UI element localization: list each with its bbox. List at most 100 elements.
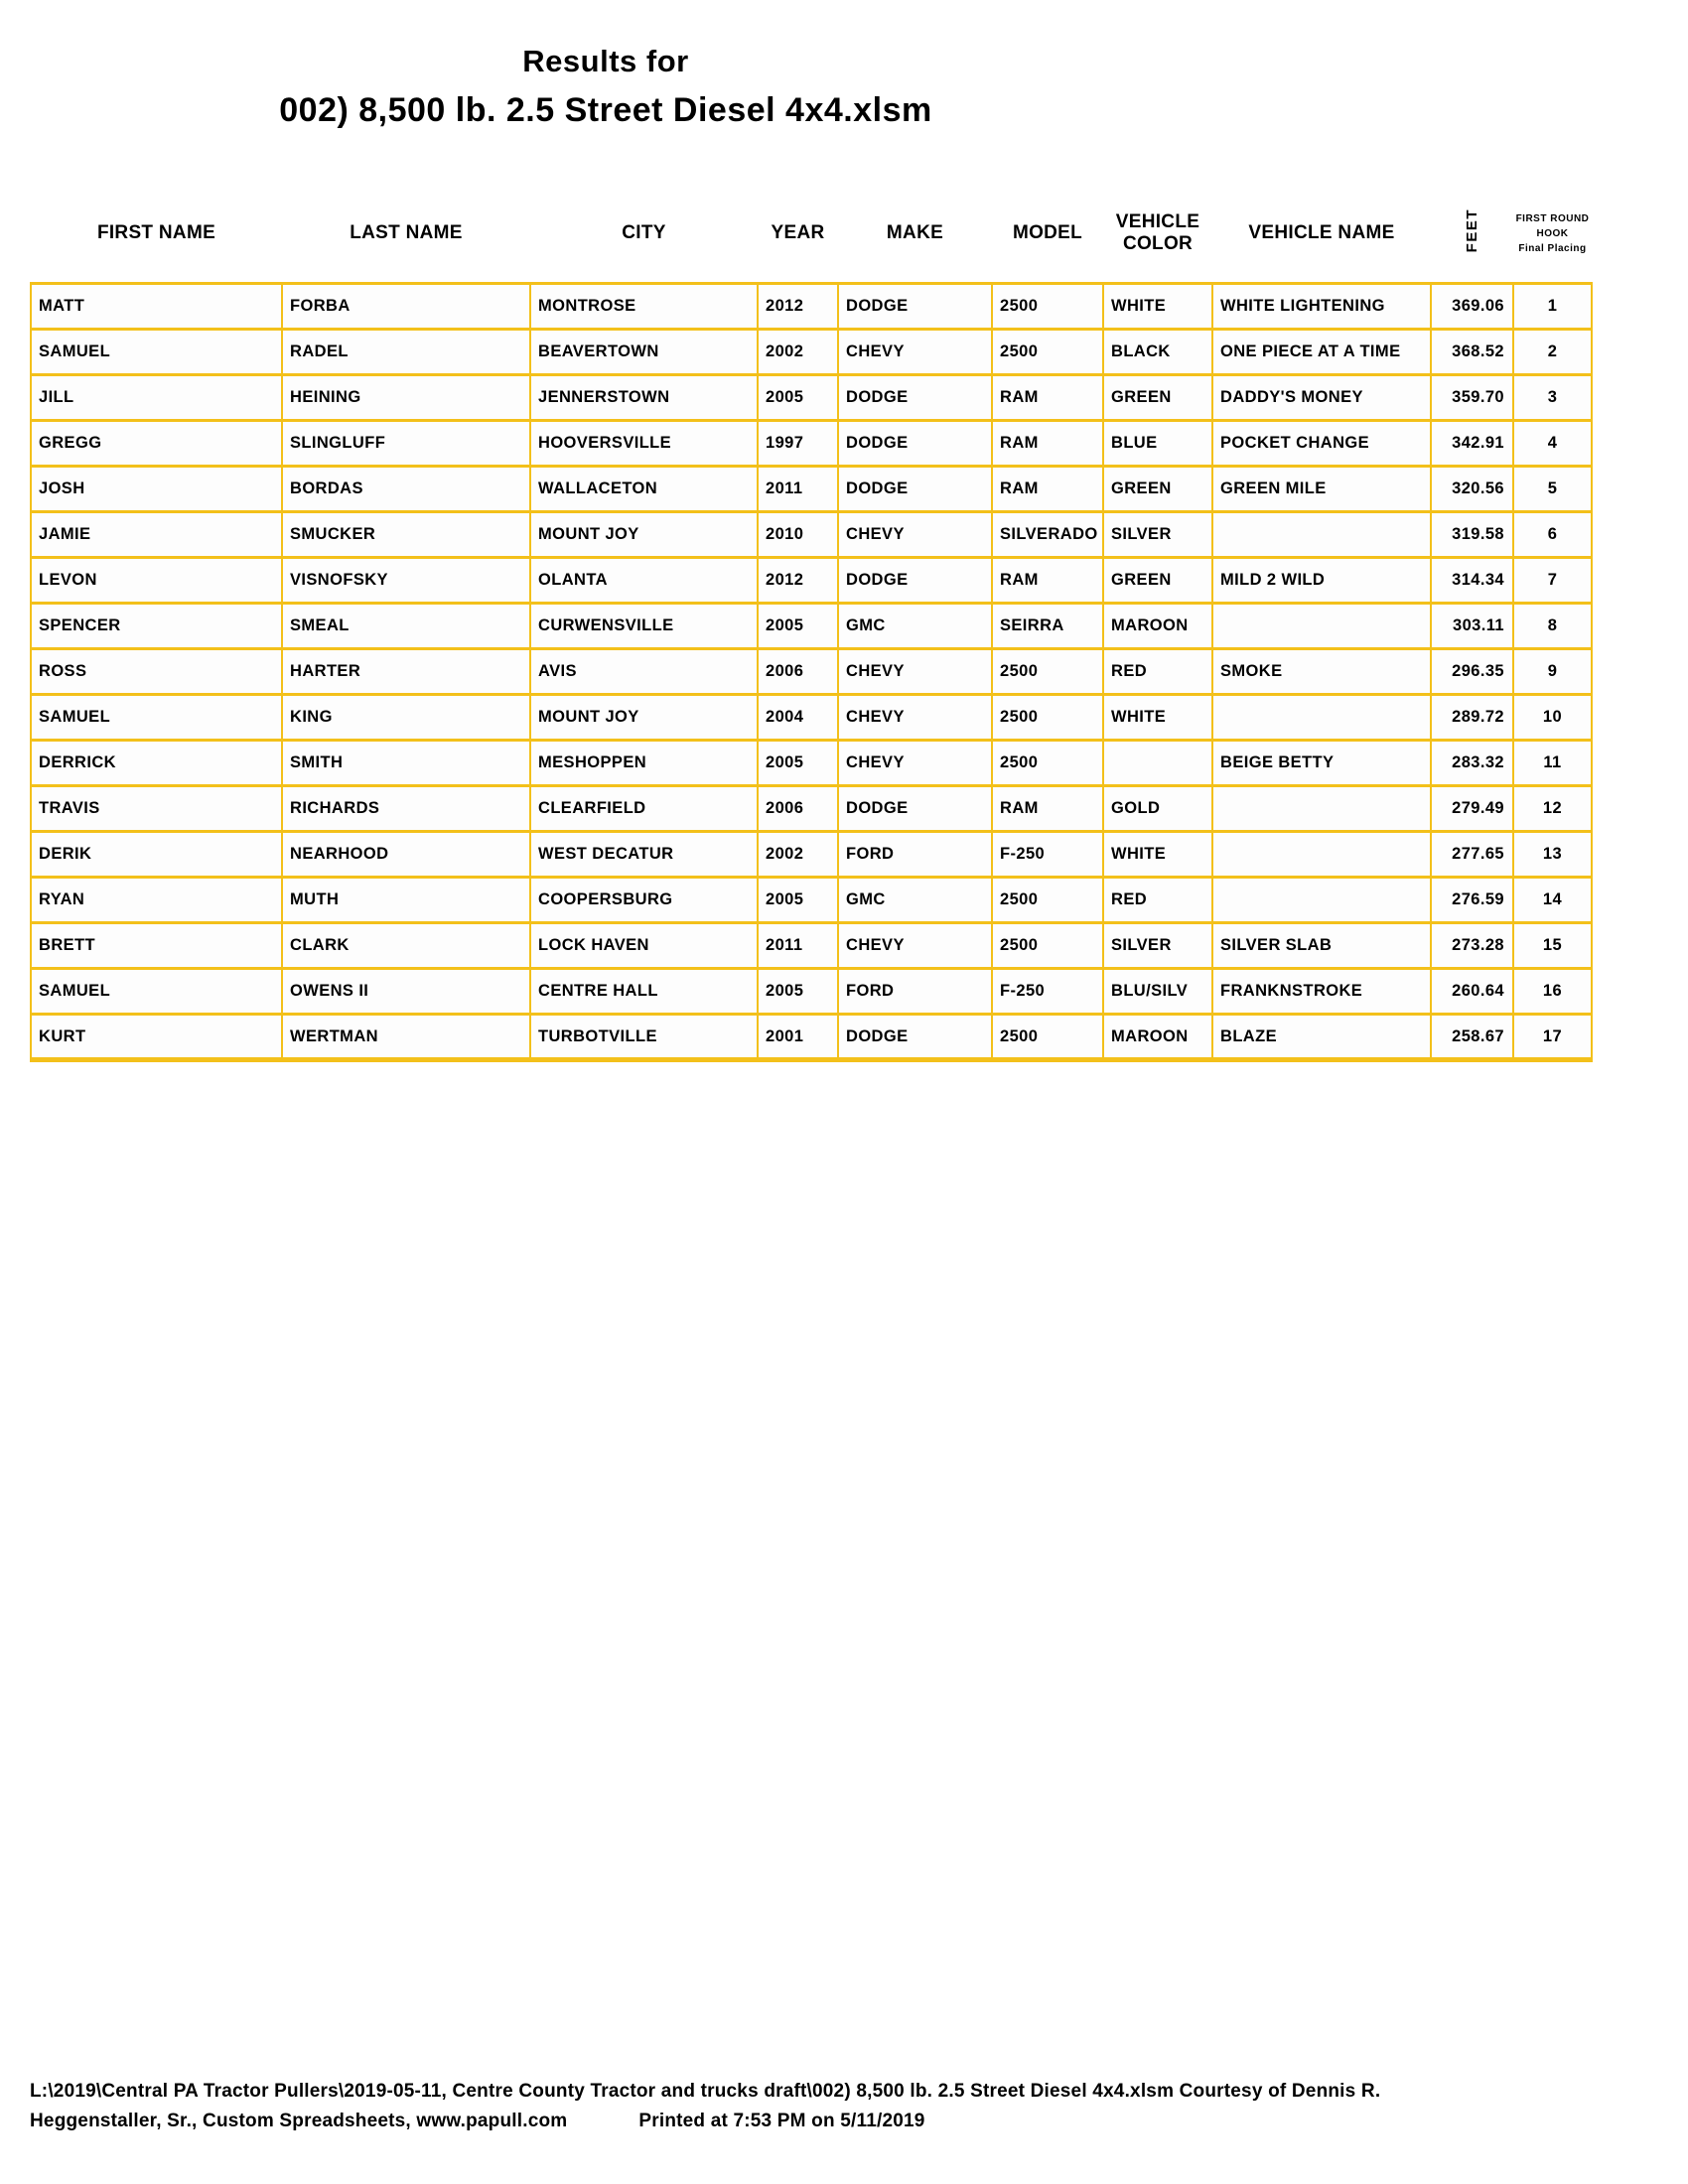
- header-year: YEAR: [771, 222, 825, 243]
- cell-first-name: BRETT: [30, 921, 283, 970]
- header-placing-line2: HOOK: [1536, 227, 1569, 239]
- cell-model: RAM: [991, 419, 1104, 468]
- cell-year: 1997: [757, 419, 839, 468]
- header-row: FIRST NAME LAST NAME CITY YEAR MAKE MODE…: [31, 191, 1592, 284]
- cell-placing: 6: [1512, 510, 1593, 559]
- page-subtitle: 002) 8,500 lb. 2.5 Street Diesel 4x4.xls…: [279, 91, 932, 129]
- cell-model: 2500: [991, 328, 1104, 376]
- cell-year: 2002: [757, 830, 839, 879]
- cell-vehicle-name: [1211, 830, 1432, 879]
- cell-model: RAM: [991, 784, 1104, 833]
- cell-city: WALLACETON: [529, 465, 759, 513]
- table-row: LEVON VISNOFSKY OLANTA 2012 DODGE RAM GREEN MIL…: [30, 556, 1593, 605]
- header-last-name: LAST NAME: [350, 222, 463, 243]
- cell-year: 2005: [757, 373, 839, 422]
- cell-city: TURBOTVILLE: [529, 1013, 759, 1062]
- cell-vehicle-name: DADDY'S MONEY: [1211, 373, 1432, 422]
- cell-model: 2500: [991, 739, 1104, 787]
- cell-placing: 12: [1512, 784, 1593, 833]
- cell-placing: 4: [1512, 419, 1593, 468]
- cell-vehicle-color: BLU/SILV: [1102, 967, 1213, 1016]
- cell-vehicle-color: BLUE: [1102, 419, 1213, 468]
- cell-vehicle-name: FRANKNSTROKE: [1211, 967, 1432, 1016]
- cell-city: JENNERSTOWN: [529, 373, 759, 422]
- cell-feet: 359.70: [1430, 373, 1514, 422]
- cell-feet: 296.35: [1430, 647, 1514, 696]
- cell-placing: 7: [1512, 556, 1593, 605]
- cell-vehicle-name: GREEN MILE: [1211, 465, 1432, 513]
- cell-model: 2500: [991, 876, 1104, 924]
- cell-city: CENTRE HALL: [529, 967, 759, 1016]
- header-placing-line1: FIRST ROUND: [1515, 212, 1590, 224]
- table-row: SAMUEL KING MOUNT JOY 2004 CHEVY 2500 WHITE 289…: [30, 693, 1593, 742]
- cell-year: 2012: [757, 556, 839, 605]
- table-row: MATT FORBA MONTROSE 2012 DODGE 2500 WHITE WHITE…: [30, 282, 1593, 331]
- cell-first-name: JILL: [30, 373, 283, 422]
- header-vehicle-color: VEHICLE COLOR: [1115, 211, 1200, 254]
- cell-year: 2004: [757, 693, 839, 742]
- cell-vehicle-color: MAROON: [1102, 1013, 1213, 1062]
- cell-first-name: ROSS: [30, 647, 283, 696]
- cell-year: 2006: [757, 647, 839, 696]
- cell-city: MESHOPPEN: [529, 739, 759, 787]
- cell-first-name: KURT: [30, 1013, 283, 1062]
- cell-feet: 277.65: [1430, 830, 1514, 879]
- cell-last-name: FORBA: [281, 282, 531, 331]
- table-row: GREGG SLINGLUFF HOOVERSVILLE 1997 DODGE RAM BL…: [30, 419, 1593, 468]
- cell-vehicle-name: [1211, 602, 1432, 650]
- cell-last-name: VISNOFSKY: [281, 556, 531, 605]
- cell-last-name: HEINING: [281, 373, 531, 422]
- cell-make: FORD: [837, 967, 993, 1016]
- footer-second-line: Heggenstaller, Sr., Custom Spreadsheets,…: [30, 2107, 1658, 2136]
- header-model: MODEL: [1012, 222, 1083, 243]
- table-row: BRETT CLARK LOCK HAVEN 2011 CHEVY 2500 SILVER S…: [30, 921, 1593, 970]
- cell-placing: 13: [1512, 830, 1593, 879]
- cell-city: LOCK HAVEN: [529, 921, 759, 970]
- cell-vehicle-name: SILVER SLAB: [1211, 921, 1432, 970]
- cell-feet: 273.28: [1430, 921, 1514, 970]
- cell-vehicle-name: WHITE LIGHTENING: [1211, 282, 1432, 331]
- table-row: JILL HEINING JENNERSTOWN 2005 DODGE RAM GREEN D…: [30, 373, 1593, 422]
- cell-last-name: CLARK: [281, 921, 531, 970]
- table-row: RYAN MUTH COOPERSBURG 2005 GMC 2500 RED 276.59 1…: [30, 876, 1593, 924]
- cell-model: RAM: [991, 556, 1104, 605]
- cell-year: 2012: [757, 282, 839, 331]
- table-row: TRAVIS RICHARDS CLEARFIELD 2006 DODGE RAM GOLD…: [30, 784, 1593, 833]
- cell-feet: 303.11: [1430, 602, 1514, 650]
- cell-make: CHEVY: [837, 693, 993, 742]
- cell-last-name: RICHARDS: [281, 784, 531, 833]
- cell-vehicle-color: WHITE: [1102, 282, 1213, 331]
- table-row: JOSH BORDAS WALLACETON 2011 DODGE RAM GREEN GRE…: [30, 465, 1593, 513]
- header-placing-line3: Final Placing: [1518, 242, 1587, 254]
- cell-city: MONTROSE: [529, 282, 759, 331]
- header-first-name: FIRST NAME: [96, 222, 216, 243]
- cell-city: OLANTA: [529, 556, 759, 605]
- cell-year: 2005: [757, 876, 839, 924]
- cell-feet: 276.59: [1430, 876, 1514, 924]
- cell-last-name: OWENS II: [281, 967, 531, 1016]
- cell-first-name: TRAVIS: [30, 784, 283, 833]
- cell-feet: 258.67: [1430, 1013, 1514, 1062]
- cell-first-name: DERIK: [30, 830, 283, 879]
- footer: L:\2019\Central PA Tractor Pullers\2019-…: [30, 2077, 1658, 2137]
- cell-make: DODGE: [837, 1013, 993, 1062]
- cell-city: COOPERSBURG: [529, 876, 759, 924]
- cell-placing: 9: [1512, 647, 1593, 696]
- table-row: DERIK NEARHOOD WEST DECATUR 2002 FORD F-250 WH…: [30, 830, 1593, 879]
- cell-year: 2006: [757, 784, 839, 833]
- cell-vehicle-name: [1211, 784, 1432, 833]
- cell-last-name: SLINGLUFF: [281, 419, 531, 468]
- cell-year: 2005: [757, 739, 839, 787]
- cell-placing: 11: [1512, 739, 1593, 787]
- cell-city: MOUNT JOY: [529, 510, 759, 559]
- cell-vehicle-color: [1102, 739, 1213, 787]
- header-first-round-hook-placing: FIRST ROUND HOOK Final Placing: [1513, 191, 1592, 284]
- cell-last-name: MUTH: [281, 876, 531, 924]
- title-block: Results for 002) 8,500 lb. 2.5 Street Di…: [30, 44, 1182, 130]
- cell-model: 2500: [991, 1013, 1104, 1062]
- cell-year: 2005: [757, 602, 839, 650]
- cell-feet: 320.56: [1430, 465, 1514, 513]
- cell-placing: 3: [1512, 373, 1593, 422]
- cell-last-name: NEARHOOD: [281, 830, 531, 879]
